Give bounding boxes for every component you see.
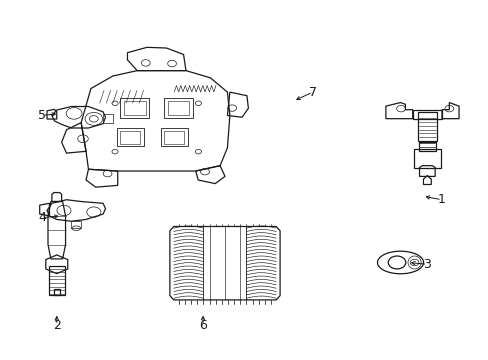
Text: 5: 5 [38,109,46,122]
Text: 7: 7 [308,86,316,99]
Text: 3: 3 [423,258,430,271]
Text: 2: 2 [53,319,61,332]
Text: 4: 4 [38,211,46,224]
Text: 1: 1 [437,193,445,206]
Text: 6: 6 [199,319,206,332]
